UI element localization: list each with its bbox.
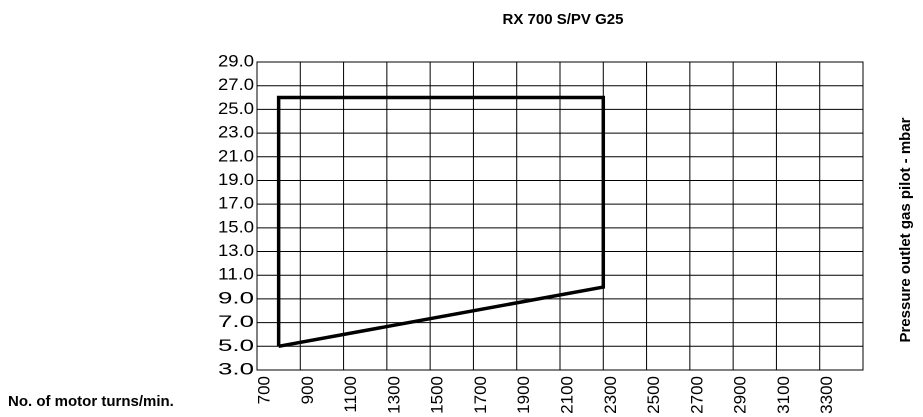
x-tick-label: 1100 (341, 376, 360, 413)
data-line (276, 95, 606, 349)
x-tick-label: 700 (254, 376, 273, 404)
y-tick-label: 15.0 (218, 217, 254, 236)
x-tick-label: 900 (298, 376, 317, 404)
x-tick-label: 2300 (601, 376, 620, 414)
x-tick-label: 2100 (557, 376, 576, 414)
y-tick-label: 23.0 (218, 123, 254, 142)
x-tick-label: 1300 (384, 376, 403, 414)
chart-title: RX 700 S/PV G25 (503, 11, 624, 28)
x-tick-label: 1700 (471, 376, 490, 414)
x-tick-label: 2900 (731, 376, 750, 414)
x-tick-label: 1500 (428, 376, 447, 414)
y-tick-label: 21.0 (218, 146, 254, 165)
y-tick-label: 9.0 (218, 288, 254, 307)
y-tick-label: 29.0 (218, 51, 254, 70)
x-tick-label: 2500 (644, 376, 663, 414)
y-tick-label: 5.0 (218, 336, 254, 355)
y-tick-label: 11.0 (218, 265, 254, 284)
y-tick-label: 19.0 (218, 170, 254, 189)
y-tick-label: 17.0 (218, 194, 254, 213)
x-tick-label: 3300 (817, 376, 836, 414)
x-axis-label: No. of motor turns/min. (8, 393, 174, 410)
y-tick-label: 27.0 (218, 75, 254, 94)
x-tick-label: 1900 (514, 376, 533, 414)
x-tick-label: 2700 (687, 376, 706, 414)
y-axis-label: Pressure outlet gas pilot - mbar (897, 117, 914, 342)
x-tick-label: 3100 (774, 376, 793, 414)
y-tick-label: 13.0 (218, 241, 254, 260)
y-tick-label: 25.0 (218, 99, 254, 118)
y-tick-label: 7.0 (218, 312, 254, 331)
y-tick-label: 3.0 (218, 359, 254, 378)
